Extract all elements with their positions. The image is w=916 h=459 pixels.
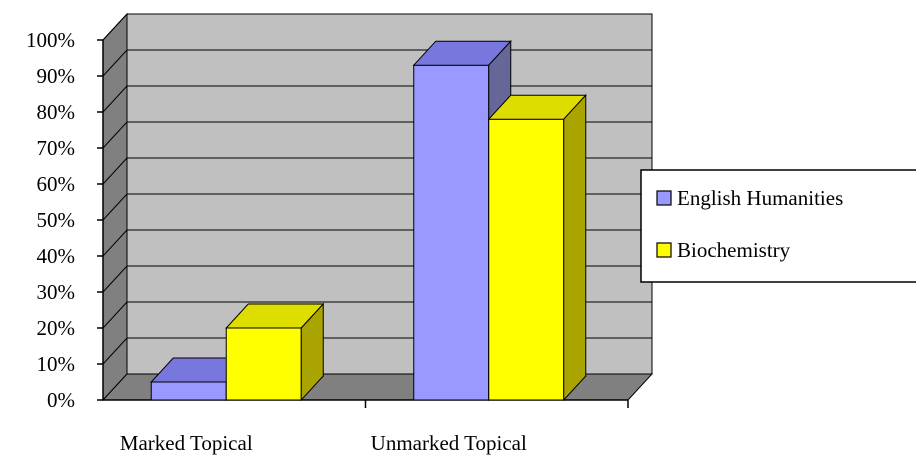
legend-swatch — [656, 242, 672, 258]
y-tick-label: 40% — [37, 244, 76, 268]
legend-label: Biochemistry — [677, 238, 791, 262]
gridline-side — [102, 85, 128, 113]
x-category-label: Unmarked Topical — [371, 431, 527, 455]
gridline-side — [102, 265, 128, 293]
gridline-side — [102, 49, 128, 77]
gridline-side — [102, 193, 128, 221]
legend-label: English Humanities — [677, 186, 843, 210]
legend-box — [640, 169, 916, 283]
bar — [225, 302, 325, 402]
y-tick-label: 10% — [37, 352, 76, 376]
y-tick-label: 100% — [26, 28, 75, 52]
y-tick-label: 50% — [37, 208, 76, 232]
bar-front — [150, 381, 227, 401]
bar-side — [300, 302, 324, 402]
y-tick-label: 0% — [47, 388, 75, 412]
bars — [150, 39, 587, 402]
gridline-side — [102, 337, 128, 365]
gridline-side — [102, 13, 128, 41]
bar-side — [563, 93, 587, 402]
legend: English Humanities Biochemistry — [640, 169, 916, 283]
bar-front — [488, 118, 565, 401]
y-tick-label: 30% — [37, 280, 76, 304]
y-tick-label: 70% — [37, 136, 76, 160]
x-category-label: Marked Topical — [120, 431, 253, 455]
y-tick-label: 90% — [37, 64, 76, 88]
x-axis-category-labels: Marked Topical Unmarked Topical — [120, 431, 527, 455]
y-tick-label: 60% — [37, 172, 76, 196]
gridline-side — [102, 301, 128, 329]
y-tick-label: 20% — [37, 316, 76, 340]
bar — [487, 93, 587, 402]
y-tick-label: 80% — [37, 100, 76, 124]
bar-front — [225, 327, 302, 401]
gridline-side — [102, 157, 128, 185]
y-axis-tick-labels: 0% 10% 20% 30% 40% 50% 60% 70% 80% 90% 100% — [26, 28, 75, 412]
bar-front — [413, 64, 490, 401]
gridline-side — [102, 121, 128, 149]
gridline-side — [102, 229, 128, 257]
legend-swatch — [656, 190, 672, 206]
